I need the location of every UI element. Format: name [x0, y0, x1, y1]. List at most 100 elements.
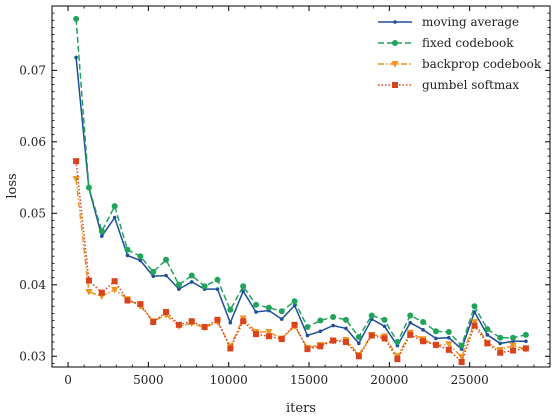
legend-marker-moving-average: [393, 20, 397, 24]
data-point-fixed-codebook: [420, 318, 427, 325]
y-axis-label: loss: [5, 173, 20, 198]
data-point-backprop-codebook: [509, 342, 517, 350]
data-point-fixed-codebook: [73, 15, 80, 22]
data-point-moving-average: [177, 287, 181, 291]
data-point-fixed-codebook: [163, 256, 170, 263]
data-point-gumbel-softmax: [175, 321, 182, 328]
data-point-fixed-codebook: [291, 298, 298, 305]
data-point-moving-average: [305, 333, 310, 338]
legend-marker-gumbel-softmax: [392, 82, 398, 88]
data-point-gumbel-softmax: [111, 278, 118, 285]
plot-frame: [51, 5, 551, 368]
data-point-gumbel-softmax: [368, 332, 375, 339]
x-tick-label: 0: [64, 373, 72, 387]
data-point-fixed-codebook: [85, 184, 92, 191]
data-point-gumbel-softmax: [150, 318, 157, 325]
data-point-moving-average: [408, 320, 413, 325]
data-point-moving-average: [228, 320, 233, 325]
data-point-fixed-codebook: [175, 281, 182, 288]
data-point-gumbel-softmax: [214, 316, 221, 323]
data-point-gumbel-softmax: [330, 337, 337, 344]
data-point-fixed-codebook: [497, 334, 504, 341]
data-point-fixed-codebook: [317, 317, 324, 324]
data-point-fixed-codebook: [342, 316, 349, 323]
data-point-fixed-codebook: [124, 246, 131, 253]
data-point-moving-average: [279, 317, 284, 321]
data-point-gumbel-softmax: [278, 336, 285, 343]
data-point-backprop-codebook: [470, 319, 479, 326]
data-point-moving-average: [241, 289, 245, 294]
data-point-fixed-codebook: [355, 333, 362, 340]
data-point-moving-average: [215, 287, 220, 291]
data-point-moving-average: [357, 341, 361, 346]
y-tick-label: 0.04: [19, 278, 46, 292]
legend-label-moving-average: moving average: [422, 15, 519, 29]
data-point-moving-average: [344, 326, 348, 331]
data-point-fixed-codebook: [98, 228, 105, 235]
data-point-gumbel-softmax: [73, 158, 80, 165]
y-tick-label: 0.06: [19, 135, 46, 149]
x-tick-label: 15000: [290, 373, 328, 387]
legend-label-backprop-codebook: backprop codebook: [422, 57, 542, 71]
data-point-moving-average: [318, 329, 323, 334]
x-tick-label: 25000: [451, 373, 489, 387]
data-point-moving-average: [100, 234, 104, 238]
data-point-fixed-codebook: [304, 323, 311, 330]
data-point-fixed-codebook: [227, 306, 234, 313]
data-point-gumbel-softmax: [265, 333, 272, 340]
data-point-gumbel-softmax: [471, 322, 478, 329]
data-point-moving-average: [421, 328, 425, 332]
data-point-gumbel-softmax: [240, 318, 247, 325]
data-point-gumbel-softmax: [124, 297, 131, 304]
data-point-moving-average: [434, 336, 438, 341]
data-point-gumbel-softmax: [407, 331, 414, 338]
data-point-backprop-codebook: [72, 176, 80, 183]
series-line-backprop-codebook: [75, 178, 527, 359]
data-point-fixed-codebook: [394, 338, 401, 345]
data-point-fixed-codebook: [522, 331, 529, 338]
legend-marker-fixed-codebook: [392, 40, 398, 46]
data-point-gumbel-softmax: [394, 356, 401, 363]
data-point-gumbel-softmax: [497, 349, 504, 356]
data-point-gumbel-softmax: [510, 347, 517, 354]
data-point-fixed-codebook: [432, 328, 439, 335]
data-point-gumbel-softmax: [445, 346, 452, 353]
data-point-fixed-codebook: [445, 328, 452, 335]
series-layer: [72, 15, 530, 365]
data-point-fixed-codebook: [330, 313, 337, 320]
data-point-moving-average: [498, 341, 503, 346]
data-point-gumbel-softmax: [355, 353, 362, 360]
data-point-gumbel-softmax: [227, 345, 234, 352]
data-point-gumbel-softmax: [188, 318, 195, 325]
series-line-moving-average: [75, 57, 526, 351]
legend-label-gumbel-softmax: gumbel softmax: [422, 78, 519, 92]
x-tick-label: 20000: [370, 373, 408, 387]
data-point-backprop-codebook: [85, 289, 93, 296]
data-point-gumbel-softmax: [317, 343, 324, 350]
data-point-fixed-codebook: [484, 326, 491, 333]
x-axis-label: iters: [286, 401, 316, 416]
data-point-moving-average: [524, 339, 528, 344]
data-point-gumbel-softmax: [381, 335, 388, 342]
data-point-gumbel-softmax: [432, 341, 439, 348]
data-point-gumbel-softmax: [98, 289, 105, 296]
data-point-moving-average: [112, 215, 117, 220]
data-point-moving-average: [151, 274, 156, 279]
legend-marker-backprop-codebook: [391, 61, 399, 68]
data-point-gumbel-softmax: [163, 308, 170, 315]
data-point-fixed-codebook: [381, 316, 388, 323]
data-point-fixed-codebook: [150, 268, 157, 275]
data-point-gumbel-softmax: [342, 338, 349, 345]
data-point-fixed-codebook: [265, 304, 272, 311]
data-point-gumbel-softmax: [458, 358, 465, 365]
y-tick-label: 0.07: [19, 63, 46, 77]
data-point-fixed-codebook: [458, 342, 465, 349]
series-backprop-codebook: [72, 176, 530, 361]
data-point-moving-average: [138, 258, 143, 263]
series-line-gumbel-softmax: [75, 161, 527, 364]
data-point-fixed-codebook: [510, 334, 517, 341]
series-gumbel-softmax: [73, 158, 529, 365]
data-point-fixed-codebook: [471, 303, 478, 310]
axis-ticks: 0 5000 10000 15000 20000 25000 0.03 0.04 0.05 0.0…: [19, 6, 550, 387]
